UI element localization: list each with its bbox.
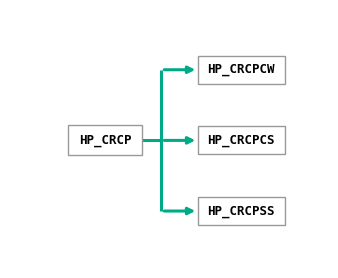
- FancyBboxPatch shape: [198, 126, 285, 154]
- Text: HP_CRCP: HP_CRCP: [79, 134, 131, 147]
- FancyBboxPatch shape: [68, 125, 142, 155]
- Text: HP_CRCPCS: HP_CRCPCS: [208, 134, 275, 147]
- FancyBboxPatch shape: [198, 56, 285, 84]
- Text: HP_CRCPSS: HP_CRCPSS: [208, 205, 275, 217]
- FancyBboxPatch shape: [198, 197, 285, 225]
- Text: HP_CRCPCW: HP_CRCPCW: [208, 63, 275, 76]
